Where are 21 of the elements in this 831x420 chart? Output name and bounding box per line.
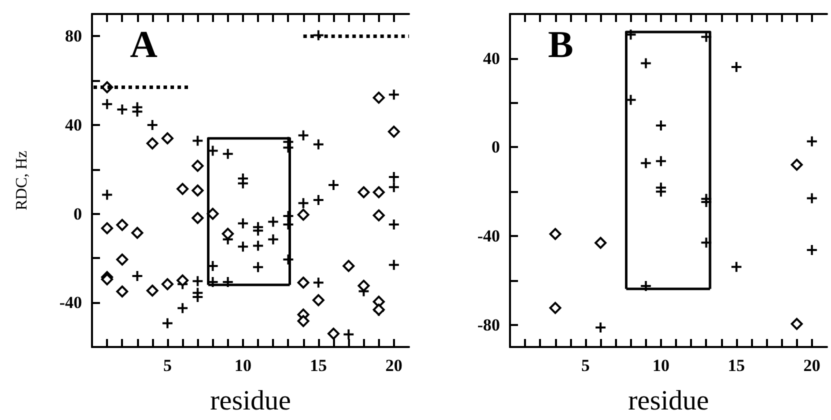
x-tick-label: 15 — [310, 356, 327, 375]
x-tick-label: 15 — [728, 356, 745, 375]
y-axis-title: RDC, Hz — [14, 150, 30, 210]
y-tick-label: 40 — [483, 48, 500, 68]
y-tick-label: -40 — [59, 293, 82, 312]
y-tick-label: 80 — [65, 26, 82, 46]
x-tick-label: 5 — [581, 356, 590, 375]
y-tick-label: -40 — [477, 226, 500, 246]
annotation: A — [130, 24, 158, 66]
x-axis-title: residue — [210, 386, 291, 416]
x-tick-label: 5 — [163, 356, 172, 375]
y-tick-label: 40 — [65, 116, 82, 134]
x-tick-label: 10 — [652, 356, 670, 375]
x-tick-label: 10 — [234, 356, 252, 375]
y-tick-label: -80 — [477, 315, 500, 334]
x-tick-label: 20 — [385, 356, 402, 375]
x-axis-title: residue — [628, 386, 709, 416]
annotation: B — [548, 24, 574, 66]
y-tick-label: 0 — [74, 204, 82, 224]
y-tick-label: 0 — [492, 138, 500, 157]
x-tick-label: 20 — [803, 356, 820, 375]
